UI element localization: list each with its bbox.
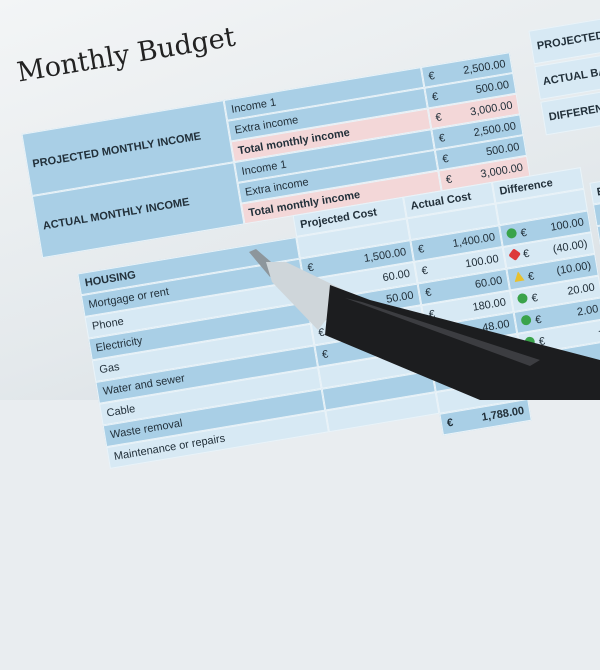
pen-barrel: [325, 285, 600, 400]
amount: 1,788.00: [481, 405, 525, 424]
pen: [0, 0, 600, 400]
status-cell: €: [446, 417, 454, 430]
currency-symbol: €: [446, 417, 454, 430]
expense-label-text: Cable: [106, 403, 136, 420]
